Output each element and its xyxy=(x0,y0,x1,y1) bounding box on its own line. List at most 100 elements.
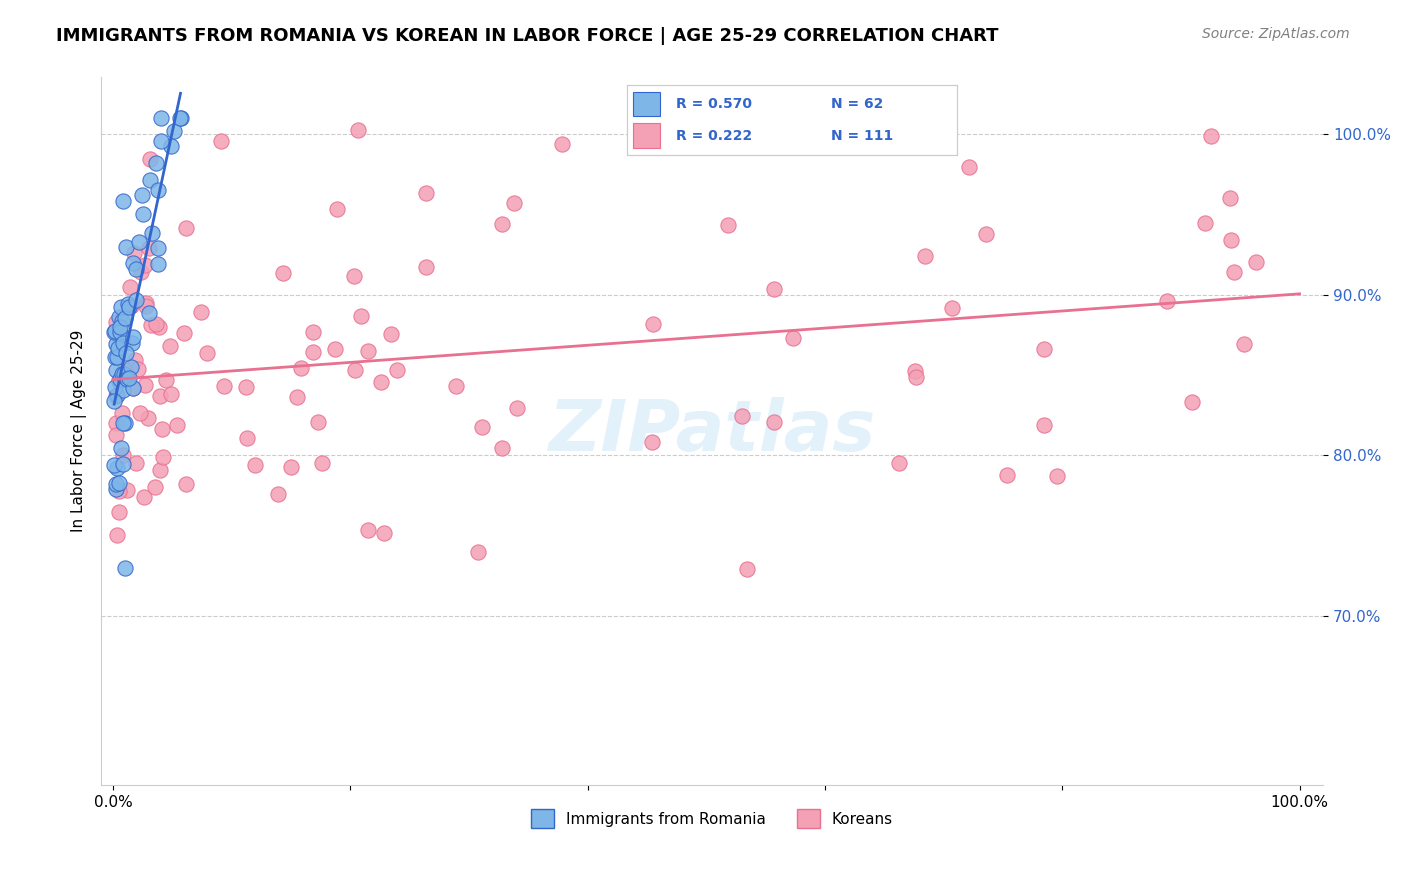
Point xyxy=(169,111,191,125)
Point xyxy=(444,379,467,393)
Point xyxy=(122,381,145,395)
Point xyxy=(129,265,152,279)
Point xyxy=(148,320,170,334)
Point xyxy=(111,335,134,350)
Point xyxy=(127,362,149,376)
Point xyxy=(941,301,963,315)
Point xyxy=(118,300,141,314)
Point xyxy=(307,415,329,429)
Point xyxy=(103,458,125,472)
Point xyxy=(150,111,173,125)
Point xyxy=(121,335,143,350)
Point xyxy=(112,383,135,397)
Point xyxy=(136,411,159,425)
Point xyxy=(1156,293,1178,308)
Point xyxy=(120,360,142,375)
Point xyxy=(675,119,697,133)
Point xyxy=(160,139,183,153)
Point xyxy=(735,562,758,576)
Point xyxy=(134,377,156,392)
Point xyxy=(107,484,129,499)
Point xyxy=(139,172,162,186)
Point xyxy=(957,160,980,174)
Point xyxy=(145,155,167,169)
Point xyxy=(267,487,290,501)
Point xyxy=(1219,234,1241,248)
Point xyxy=(326,202,349,216)
Point xyxy=(343,363,366,377)
Point xyxy=(301,345,323,359)
Point xyxy=(273,266,295,280)
Point xyxy=(163,124,186,138)
Point xyxy=(122,381,145,395)
Point xyxy=(717,219,740,233)
Point xyxy=(132,206,155,220)
Point xyxy=(190,305,212,319)
Point xyxy=(150,422,173,436)
Point xyxy=(107,375,129,389)
Point xyxy=(470,419,492,434)
Point xyxy=(111,367,134,381)
Point xyxy=(357,343,380,358)
Point xyxy=(104,324,127,338)
Point xyxy=(104,428,127,442)
Point xyxy=(373,525,395,540)
Point xyxy=(105,416,128,430)
Point xyxy=(115,346,138,360)
Point xyxy=(138,306,160,320)
Point xyxy=(104,362,127,376)
Point xyxy=(105,350,128,364)
Point xyxy=(491,217,513,231)
Point xyxy=(145,317,167,331)
Point xyxy=(110,441,132,455)
Point xyxy=(290,360,312,375)
Point xyxy=(762,415,785,429)
Point xyxy=(285,390,308,404)
Point xyxy=(506,401,529,416)
Point xyxy=(125,261,148,276)
Point xyxy=(114,311,136,326)
Point xyxy=(112,367,135,381)
Point xyxy=(467,545,489,559)
Point xyxy=(112,363,135,377)
Point xyxy=(108,320,131,334)
Point xyxy=(107,341,129,355)
Point xyxy=(108,505,131,519)
Point xyxy=(115,240,138,254)
Point xyxy=(551,137,574,152)
Point xyxy=(169,111,191,125)
Point xyxy=(415,260,437,274)
Point xyxy=(104,482,127,496)
Point xyxy=(491,441,513,455)
Point xyxy=(1244,254,1267,268)
Point xyxy=(643,317,665,331)
Point xyxy=(111,194,134,209)
Point xyxy=(1219,191,1241,205)
Point xyxy=(104,336,127,351)
Point xyxy=(146,242,169,256)
Point xyxy=(212,378,235,392)
Point xyxy=(914,249,936,263)
Point xyxy=(974,227,997,242)
Point xyxy=(104,351,127,365)
Point xyxy=(112,417,135,431)
Point xyxy=(280,459,302,474)
Point xyxy=(155,373,177,387)
Point xyxy=(1233,337,1256,351)
Point xyxy=(995,467,1018,482)
Point xyxy=(124,353,146,368)
Text: ZIPatlas: ZIPatlas xyxy=(548,397,876,466)
Point xyxy=(112,448,135,462)
Point xyxy=(323,342,346,356)
Point xyxy=(118,280,141,294)
Point xyxy=(143,480,166,494)
Point xyxy=(731,409,754,424)
Point xyxy=(782,331,804,345)
Legend: Immigrants from Romania, Koreans: Immigrants from Romania, Koreans xyxy=(526,803,900,834)
Point xyxy=(104,380,127,394)
Point xyxy=(107,310,129,325)
Point xyxy=(131,187,153,202)
Point xyxy=(105,315,128,329)
Point xyxy=(1222,265,1244,279)
Point xyxy=(174,220,197,235)
